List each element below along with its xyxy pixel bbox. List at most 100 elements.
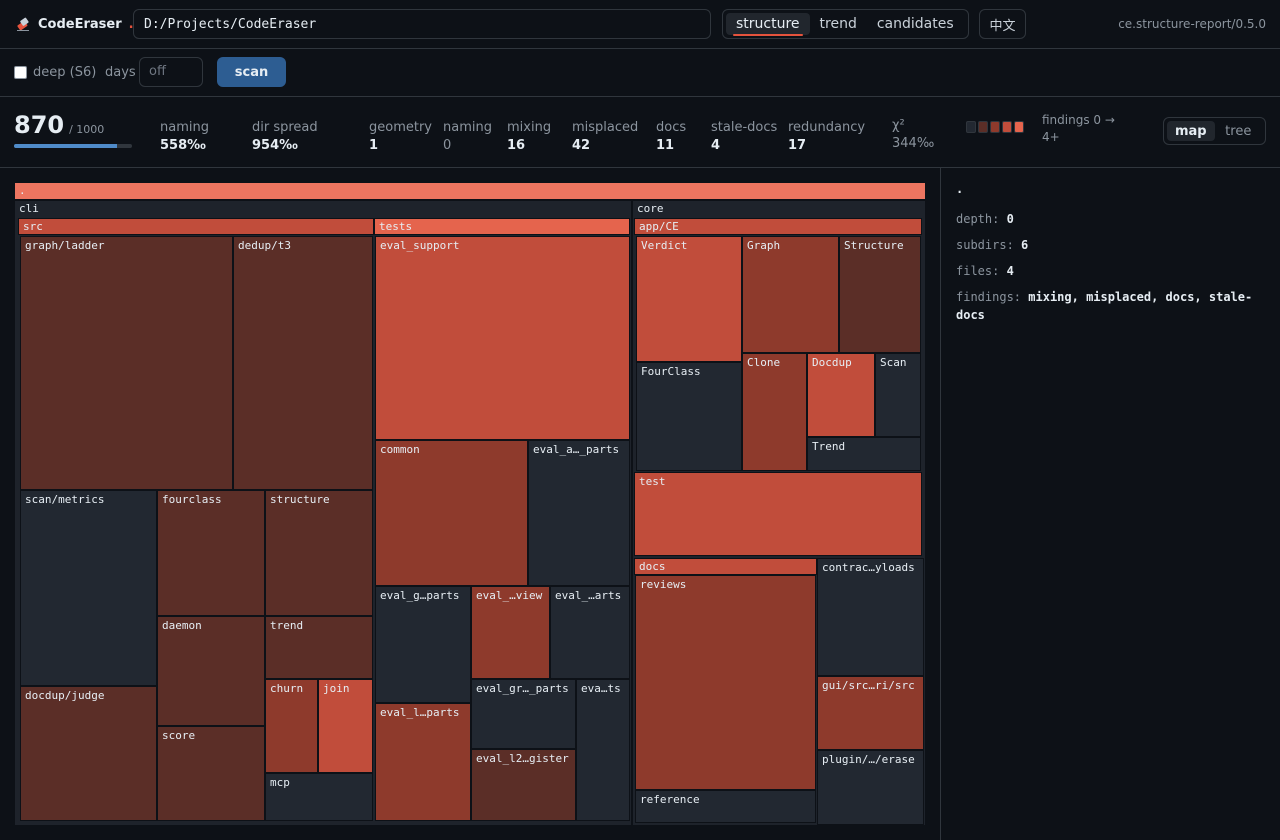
view-toggle: map tree [1163,117,1266,145]
node-label: test [639,475,666,488]
node-label: trend [270,619,304,632]
metric-label: misplaced [572,120,639,135]
treemap-node-gui-src[interactable]: gui/src…ri/src [817,676,924,750]
node-label: eval_g…parts [380,589,460,602]
treemap-node-contrac-yloads[interactable]: contrac…yloads [817,558,924,676]
node-label: eval_a…_parts [533,443,620,456]
metric-value: 11 [656,138,675,153]
node-label: graph/ladder [25,239,105,252]
toggle-map[interactable]: map [1167,121,1215,141]
toggle-tree[interactable]: tree [1225,123,1252,139]
metric-redundancy: redundancy 17 [788,120,865,153]
treemap-node-fourclass[interactable]: fourclass [157,490,265,616]
node-label: Structure [844,239,904,252]
legend-swatch [966,121,976,133]
score-bar-fill [14,144,117,148]
detail-findings-label: findings: [956,290,1022,304]
scan-button[interactable]: scan [217,57,286,87]
days-input[interactable]: off [139,57,203,87]
node-label: Docdup [812,356,852,369]
metric-value: 558‰ [160,138,206,153]
legend-swatch [1002,121,1012,133]
treemap-node-docdup[interactable]: Docdup [807,353,875,437]
treemap-node-test[interactable]: test [634,472,922,556]
treemap-node-eval-view[interactable]: eval_…view [471,586,550,679]
node-label: fourclass [162,493,222,506]
treemap-node-reference[interactable]: reference [635,790,816,823]
tab-trend[interactable]: trend [819,16,857,32]
treemap-node-fourclass-core[interactable]: FourClass [636,362,742,471]
treemap-node-plugin-erase[interactable]: plugin/…/erase [817,750,924,825]
node-label: gui/src…ri/src [822,679,915,692]
treemap-node-daemon[interactable]: daemon [157,616,265,726]
treemap-node-churn[interactable]: churn [265,679,318,773]
treemap-node-eval-l2-gister[interactable]: eval_l2…gister [471,749,576,821]
treemap-node-eval-l-parts[interactable]: eval_l…parts [375,703,471,821]
tab-structure[interactable]: structure [726,13,810,36]
detail-subdirs: subdirs: 6 [956,236,1265,254]
treemap-node-reviews[interactable]: reviews [635,575,816,790]
metric-value: 954‰ [252,138,298,153]
treemap-node-eval-arts[interactable]: eval_…arts [550,586,630,679]
treemap-node-eva-ts[interactable]: eva…ts [576,679,630,821]
app-name: CodeEraser [38,16,122,32]
treemap-node-score[interactable]: score [157,726,265,821]
metric-dir-spread: dir spread 954‰ [252,120,318,153]
brand-dot: . [128,16,134,32]
treemap-node-eval-g-parts[interactable]: eval_g…parts [375,586,471,703]
path-input[interactable] [133,9,711,39]
metric-naming: naming 558‰ [160,120,209,153]
metric-label: docs [656,120,687,135]
node-label: cli [19,202,39,215]
treemap-node-join[interactable]: join [318,679,373,773]
node-label: eval_…arts [555,589,622,602]
metric-stale-docs: stale-docs 4 [711,120,777,153]
treemap-node-app-ce[interactable]: app/CE [634,218,922,235]
metric-value: 344‰ [892,136,935,151]
version-label: ce.structure-report/0.5.0 [1118,17,1266,31]
node-label: reviews [640,578,687,591]
legend-swatch [978,121,988,133]
language-button[interactable]: 中文 [979,9,1026,39]
deep-checkbox[interactable] [14,66,27,79]
treemap-node-eval-gr-parts[interactable]: eval_gr…_parts [471,679,576,749]
treemap-node-trend-core[interactable]: Trend [807,437,921,471]
treemap-node-eval-support[interactable]: eval_support [375,236,630,440]
treemap-node-clone[interactable]: Clone [742,353,807,471]
metric-naming-count: naming 0 [443,120,492,153]
node-label: common [380,443,420,456]
node-label: docdup/judge [25,689,105,702]
metrics-bar: 870 / 1000 naming 558‰ dir spread 954‰ g… [0,97,1280,168]
treemap-node-verdict[interactable]: Verdict [636,236,742,362]
treemap-node-tests[interactable]: tests [374,218,630,235]
legend-swatch [990,121,1000,133]
detail-findings: findings: mixing, misplaced, docs, stale… [956,288,1265,324]
treemap-node-docs[interactable]: docs [634,558,817,575]
treemap-node-structure[interactable]: structure [265,490,373,616]
metric-value: 1 [369,138,379,153]
treemap-node-trend[interactable]: trend [265,616,373,679]
findings-legend [966,121,1024,133]
node-label: contrac…yloads [822,561,915,574]
detail-files: files: 4 [956,262,1265,280]
score-bar [14,144,132,148]
treemap-node-scan[interactable]: Scan [875,353,921,437]
treemap-node-scan-metrics[interactable]: scan/metrics [20,490,157,686]
treemap-node-structure-core[interactable]: Structure [839,236,921,353]
treemap-root[interactable]: . [14,182,926,200]
treemap-node-dedup-t3[interactable]: dedup/t3 [233,236,373,490]
treemap-node-src[interactable]: src [18,218,374,235]
treemap-node-graph[interactable]: Graph [742,236,839,353]
node-label: score [162,729,196,742]
node-label: docs [639,560,666,573]
metric-value: 0 [443,138,452,153]
deep-toggle[interactable]: deep (S6) [14,65,96,80]
treemap-node-mcp[interactable]: mcp [265,773,373,821]
node-label: Trend [812,440,846,453]
detail-depth-value: 0 [1006,212,1014,226]
treemap-node-eval-a-parts[interactable]: eval_a…_parts [528,440,630,586]
treemap-node-graph-ladder[interactable]: graph/ladder [20,236,233,490]
treemap-node-common[interactable]: common [375,440,528,586]
tab-candidates[interactable]: candidates [876,16,954,32]
treemap-node-docdup-judge[interactable]: docdup/judge [20,686,157,821]
